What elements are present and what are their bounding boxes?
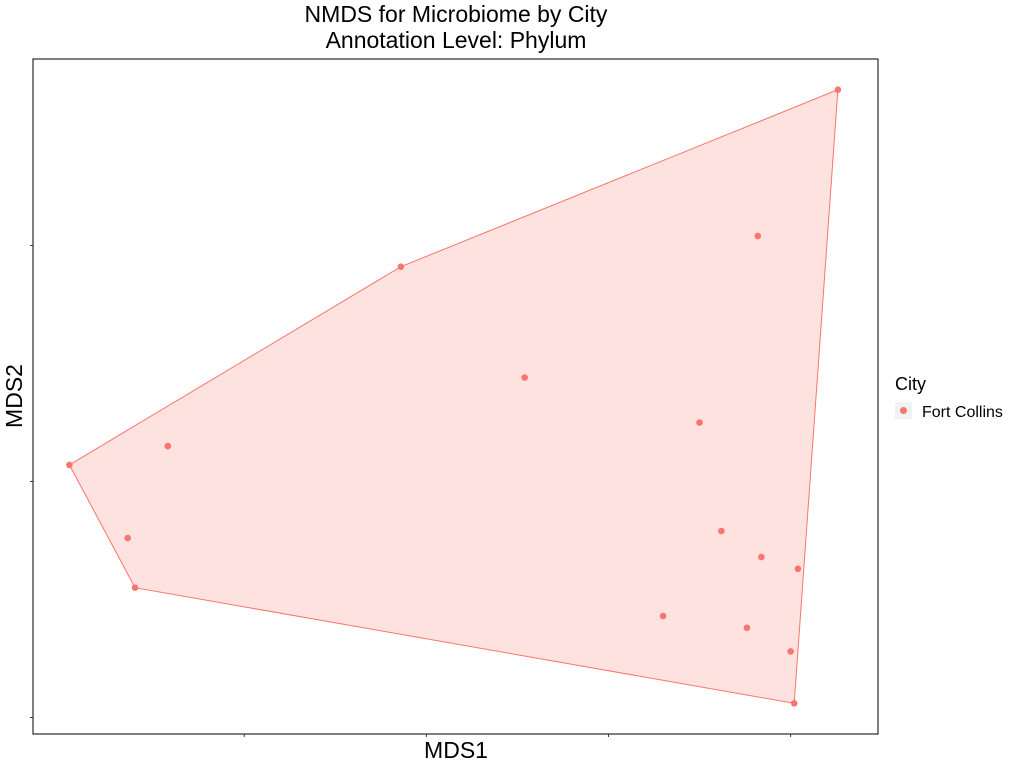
data-point-7: [66, 461, 73, 469]
data-point-4: [521, 374, 528, 381]
data-point-10: [758, 553, 765, 561]
data-point-8: [124, 534, 131, 542]
data-point-1: [834, 86, 842, 93]
data-point-12: [131, 584, 139, 591]
data-point-5: [696, 419, 703, 426]
legend-key-dot: [900, 407, 907, 414]
plot-border: [32, 58, 879, 735]
data-point-16: [790, 700, 798, 707]
data-point-13: [659, 612, 667, 620]
data-points: [66, 86, 842, 707]
legend-label-fort-collins: Fort Collins: [922, 404, 1003, 421]
data-point-14: [743, 624, 751, 632]
y-axis-ticks: [30, 244, 33, 718]
convex-hull-fort-collins: [68, 88, 839, 704]
data-point-15: [787, 648, 794, 655]
x-axis-ticks: [243, 734, 792, 737]
plot-area: [32, 58, 879, 735]
data-point-2: [754, 232, 762, 240]
x-axis-title: MDS1: [424, 737, 488, 763]
data-point-3: [397, 263, 405, 271]
y-axis-title: MDS2: [1, 364, 27, 428]
data-point-11: [794, 565, 802, 573]
data-point-6: [164, 442, 172, 450]
chart-subtitle: Annotation Level: Phylum: [326, 27, 587, 53]
chart-title: NMDS for Microbiome by City: [305, 1, 608, 27]
legend-title: City: [895, 374, 926, 394]
data-point-9: [718, 527, 725, 535]
legend: City Fort Collins: [895, 374, 1003, 421]
